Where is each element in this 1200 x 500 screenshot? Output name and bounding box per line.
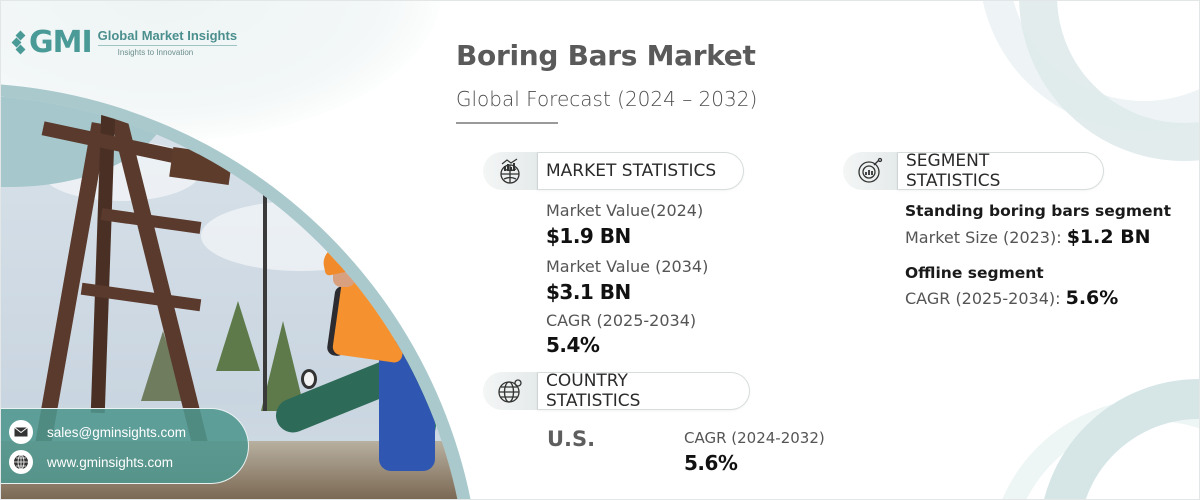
antenna-head — [241, 127, 277, 145]
contact-panel: sales@gminsights.com www.gminsights.com — [1, 408, 249, 484]
chart-globe-icon — [483, 152, 537, 190]
country-name: U.S. — [547, 427, 596, 451]
pie-target-icon — [843, 152, 897, 190]
tree — [216, 301, 260, 371]
segment-statistics-header: SEGMENT STATISTICS — [843, 151, 1104, 191]
decorative-arc-top-right — [1019, 1, 1199, 161]
brand-logo[interactable]: GMI Global Market Insights Insights to I… — [11, 25, 238, 60]
page-subtitle: Global Forecast (2024 – 2032) — [456, 87, 758, 111]
title-divider — [456, 122, 558, 124]
logo-diamonds-icon — [11, 30, 27, 54]
brand-name: Global Market Insights — [97, 28, 238, 46]
cagr-value: 5.4% — [546, 333, 600, 357]
segment-1-label: Market Size (2023): — [905, 228, 1067, 247]
segment-2-title: Offline segment — [905, 264, 1044, 282]
segment-2-label: CAGR (2025-2034): — [905, 289, 1066, 308]
contact-website[interactable]: www.gminsights.com — [9, 447, 248, 477]
cloud — [201, 201, 401, 271]
market-value-2024-label: Market Value(2024) — [546, 201, 704, 220]
globe-icon — [9, 450, 33, 474]
mail-icon — [9, 420, 33, 444]
segment-2-line: CAGR (2025-2034): 5.6% — [905, 287, 1118, 309]
antenna-pole — [263, 121, 267, 411]
market-value-2024: $1.9 BN — [546, 224, 631, 248]
country-cagr-value: 5.6% — [684, 451, 738, 475]
worker-pants — [379, 341, 435, 471]
market-statistics-title: MARKET STATISTICS — [537, 152, 744, 190]
contact-email-link[interactable]: sales@gminsights.com — [47, 424, 187, 440]
contact-website-link[interactable]: www.gminsights.com — [47, 454, 174, 470]
contact-email[interactable]: sales@gminsights.com — [9, 417, 248, 447]
market-value-2034-label: Market Value (2034) — [546, 257, 709, 276]
segment-1-line: Market Size (2023): $1.2 BN — [905, 226, 1151, 248]
market-value-2034: $3.1 BN — [546, 280, 631, 304]
logo-text-gmi: GMI — [29, 25, 93, 60]
country-statistics-header: COUNTRY STATISTICS — [483, 371, 750, 411]
segment-1-value: $1.2 BN — [1066, 226, 1151, 248]
segment-1-title: Standing boring bars segment — [905, 202, 1171, 220]
pressure-gauge — [301, 369, 317, 389]
logo-mark: GMI — [11, 25, 93, 60]
brand-tagline: Insights to Innovation — [117, 48, 194, 57]
segment-statistics-title: SEGMENT STATISTICS — [897, 151, 1104, 191]
cagr-label: CAGR (2025-2034) — [546, 311, 697, 330]
market-statistics-header: MARKET STATISTICS — [483, 152, 744, 190]
segment-2-value: 5.6% — [1065, 287, 1119, 309]
country-statistics-title: COUNTRY STATISTICS — [537, 371, 750, 411]
country-cagr-label: CAGR (2024-2032) — [684, 429, 825, 447]
page-title: Boring Bars Market — [456, 39, 756, 72]
globe-pin-icon — [483, 372, 537, 410]
